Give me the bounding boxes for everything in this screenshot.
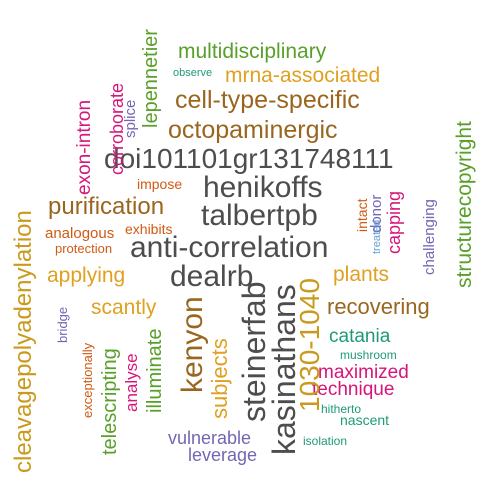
word-protection: protection: [55, 241, 113, 256]
word-mushroom: mushroom: [340, 348, 397, 362]
word-cell-type-specific: cell-type-specific: [175, 86, 360, 114]
word-nascent: nascent: [340, 412, 390, 428]
word-anti-correlation: anti-correlation: [130, 231, 329, 264]
word-exhibits: exhibits: [125, 221, 173, 237]
word-exon-intron: exon-intron: [74, 99, 95, 195]
word-capping: capping: [384, 190, 404, 254]
word-vulnerable: vulnerable: [168, 428, 252, 448]
word-dealrb: dealrb: [170, 260, 254, 293]
word-analogous: analogous: [45, 225, 115, 242]
word-analyse: analyse: [122, 353, 141, 412]
word-splice: splice: [122, 99, 139, 138]
word-treated: treated: [371, 219, 383, 254]
word-recovering: recovering: [327, 294, 430, 319]
word-1030-1040: 1030-1040: [294, 278, 325, 412]
word-intact: intact: [354, 198, 370, 232]
word-lepennetier: lepennetier: [140, 29, 162, 128]
word-leverage: leverage: [188, 445, 258, 465]
word-illuminate: illuminate: [144, 328, 166, 413]
word-subjects: subjects: [207, 338, 232, 419]
word-impose: impose: [137, 176, 183, 192]
word-hitherto: hitherto: [321, 402, 362, 416]
word-cleavagepolyadenylation: cleavagepolyadenylation: [10, 210, 37, 473]
word-henikoffs: henikoffs: [203, 171, 323, 204]
word-octopaminergic: octopaminergic: [168, 116, 338, 144]
word-maximized: maximized: [318, 362, 409, 383]
word-isolation: isolation: [303, 434, 348, 448]
word-bridge: bridge: [55, 306, 70, 343]
word-plants: plants: [333, 263, 390, 286]
word-applying: applying: [47, 264, 126, 287]
word-doi: doi101101gr131748111: [104, 143, 394, 174]
word-challenging: challenging: [421, 199, 438, 275]
word-talbertpb: talbertpb: [201, 199, 318, 232]
word-technique: technique: [312, 379, 395, 400]
word-structurecopyright: structurecopyright: [453, 121, 476, 288]
word-exceptionally: exceptionally: [80, 342, 95, 418]
word-kenyon: kenyon: [176, 296, 209, 393]
word-multidisciplinary: multidisciplinary: [178, 40, 327, 63]
word-telescripting: telescripting: [99, 348, 121, 455]
word-catania: catania: [329, 326, 391, 347]
word-steinerfab: steinerfab: [236, 281, 272, 422]
word-scantly: scantly: [91, 296, 157, 319]
word-purification: purification: [48, 193, 165, 220]
word-mrna-associated: mrna-associated: [225, 64, 381, 87]
word-observe: observe: [173, 67, 213, 79]
